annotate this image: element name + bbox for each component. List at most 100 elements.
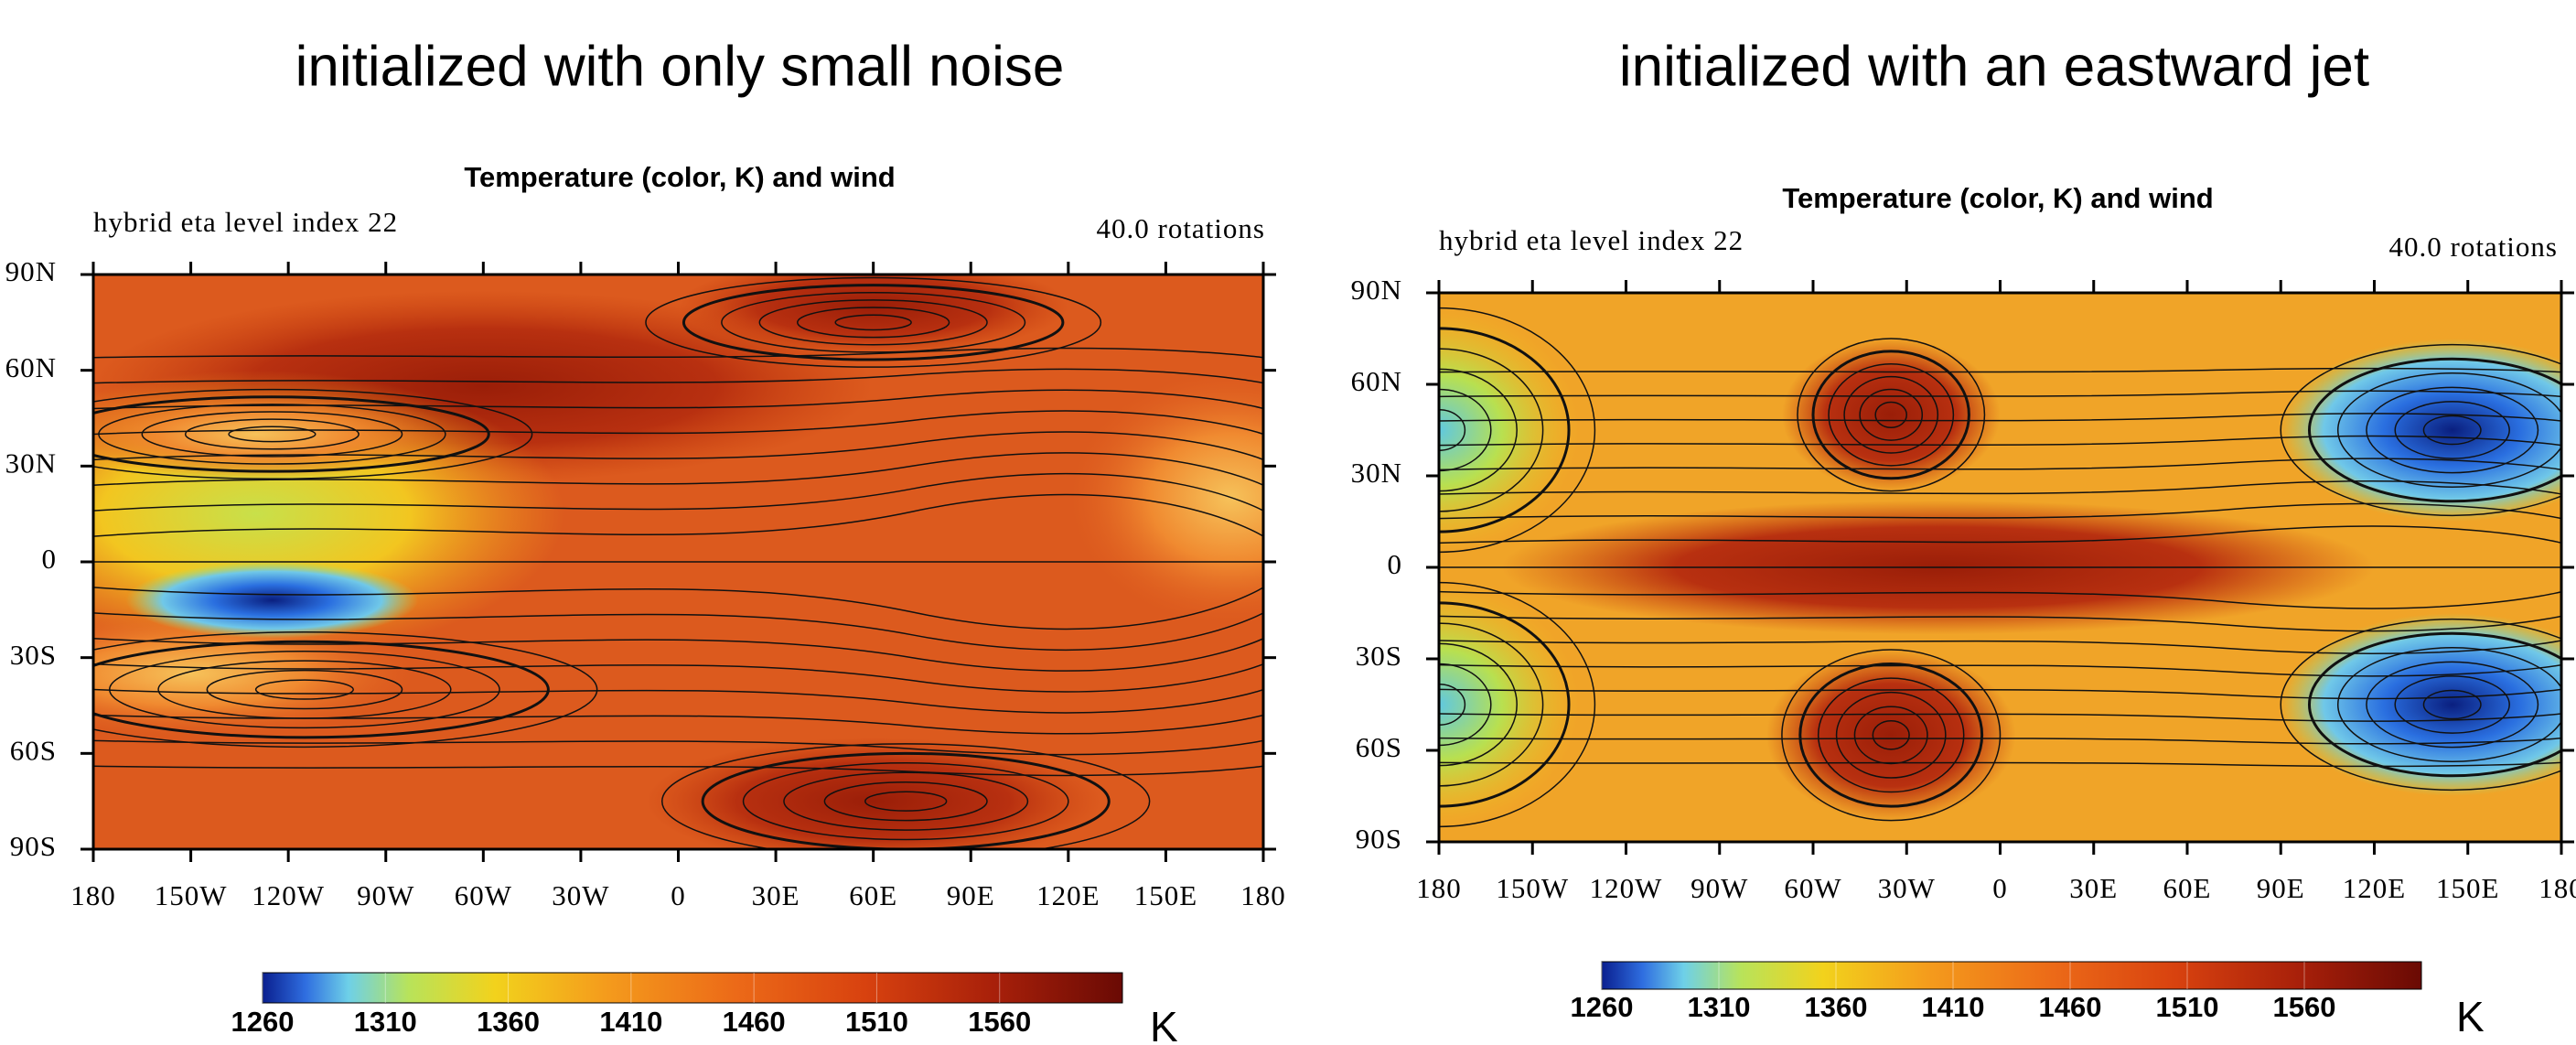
y-tick-label: 0 [42, 543, 58, 575]
streamline [1439, 368, 1518, 492]
x-tick-label: 60W [455, 879, 512, 911]
streamline [742, 762, 1069, 841]
streamline [2308, 357, 2561, 503]
streamline [864, 791, 948, 812]
streamline [184, 418, 360, 450]
panel-suptitle: initialized with only small noise [295, 35, 1065, 98]
colorbar-label: 1260 [231, 1006, 295, 1038]
x-tick-label: 30W [552, 879, 609, 911]
streamline [1817, 677, 1965, 793]
colorbar-label: 1310 [1688, 991, 1751, 1023]
streamline [1872, 720, 1910, 750]
streamline [2366, 661, 2539, 749]
colorbar-label: 1310 [354, 1006, 417, 1038]
streamline [1439, 435, 2561, 447]
colorbar-label: 1360 [1805, 991, 1868, 1023]
streamline [797, 307, 950, 339]
y-tick-label: 30N [1351, 457, 1402, 489]
streamline [93, 410, 1263, 436]
x-tick-label: 180 [1240, 879, 1286, 911]
streamline [1874, 401, 1907, 428]
streamline [93, 739, 1263, 756]
x-tick-label: 180 [1416, 872, 1462, 904]
colorbar-label: 1360 [477, 1006, 540, 1038]
x-tick-label: 0 [671, 879, 686, 911]
streamline [1439, 327, 1571, 533]
y-tick-label: 60N [1351, 365, 1402, 397]
streamline [645, 276, 1102, 368]
streamline [1835, 691, 1947, 779]
y-tick-label: 90N [5, 255, 57, 287]
streamline [661, 743, 1151, 849]
left-label: hybrid eta level index 22 [1439, 224, 1744, 256]
streamline [721, 292, 1026, 353]
streamline [1439, 615, 2561, 632]
streamline [93, 431, 1263, 461]
streamline [1439, 502, 2561, 520]
field-region [1766, 650, 2016, 821]
x-tick-label: 90W [357, 879, 414, 911]
x-tick-label: 150W [155, 879, 228, 911]
streamline [1439, 663, 2561, 677]
panel-suptitle: initialized with an eastward jet [1619, 35, 2369, 98]
y-tick-label: 30S [10, 639, 57, 671]
field-region [646, 737, 1101, 849]
streamline [783, 771, 1029, 831]
x-tick-label: 30E [752, 879, 800, 911]
streamline [93, 389, 1263, 410]
streamline [228, 426, 317, 443]
streamline [1853, 706, 1928, 765]
streamline [1439, 525, 2561, 544]
streamline [1439, 480, 2561, 495]
right-label: 40.0 rotations [2389, 231, 2559, 263]
streamline [2394, 401, 2510, 459]
streamline [93, 347, 1263, 359]
streamline [2337, 372, 2561, 488]
streamline [1811, 350, 1970, 480]
y-tick-label: 30S [1356, 640, 1402, 672]
streamline [1439, 642, 1518, 767]
temperature-field [1439, 293, 2561, 842]
streamline [93, 765, 1263, 777]
streamline [93, 388, 533, 480]
streamline [93, 493, 1263, 537]
streamline [1439, 601, 1571, 808]
streamline [2422, 415, 2482, 446]
colorbar-label: 1560 [968, 1006, 1031, 1038]
x-tick-label: 60W [1784, 872, 1841, 904]
streamline [1439, 688, 2561, 700]
y-tick-label: 60N [5, 351, 57, 383]
plot-title: Temperature (color, K) and wind [1782, 182, 2213, 214]
y-tick-label: 60S [1356, 731, 1402, 763]
colorbar-label: 1560 [2273, 991, 2336, 1023]
x-tick-label: 120E [1036, 879, 1100, 911]
colorbar-label: 1410 [599, 1006, 662, 1038]
field-region [1781, 339, 2001, 491]
streamline [2280, 343, 2561, 517]
y-tick-label: 60S [10, 734, 57, 766]
x-tick-label: 150E [1134, 879, 1197, 911]
plot-title: Temperature (color, K) and wind [464, 161, 895, 193]
x-tick-label: 150E [2436, 872, 2499, 904]
streamline [93, 395, 490, 473]
x-tick-label: 30E [2069, 872, 2118, 904]
streamline [206, 669, 403, 710]
streamline [2308, 631, 2561, 778]
x-tick-label: 0 [1992, 872, 2008, 904]
streamline [1439, 761, 2561, 768]
streamline [1798, 663, 1984, 808]
colorbar-label: 1510 [2156, 991, 2219, 1023]
streamline [2366, 386, 2539, 474]
streamline [1843, 375, 1939, 454]
x-tick-label: 120W [252, 879, 325, 911]
streamline [1828, 363, 1955, 467]
x-tick-label: 30W [1878, 872, 1936, 904]
y-tick-label: 90N [1351, 274, 1402, 306]
x-tick-label: 90E [947, 879, 995, 911]
streamline [93, 452, 1263, 487]
streamline [2422, 689, 2482, 720]
colorbar-unit: K [1150, 1003, 1178, 1045]
streamline [1781, 649, 2002, 822]
x-tick-label: 90W [1690, 872, 1748, 904]
